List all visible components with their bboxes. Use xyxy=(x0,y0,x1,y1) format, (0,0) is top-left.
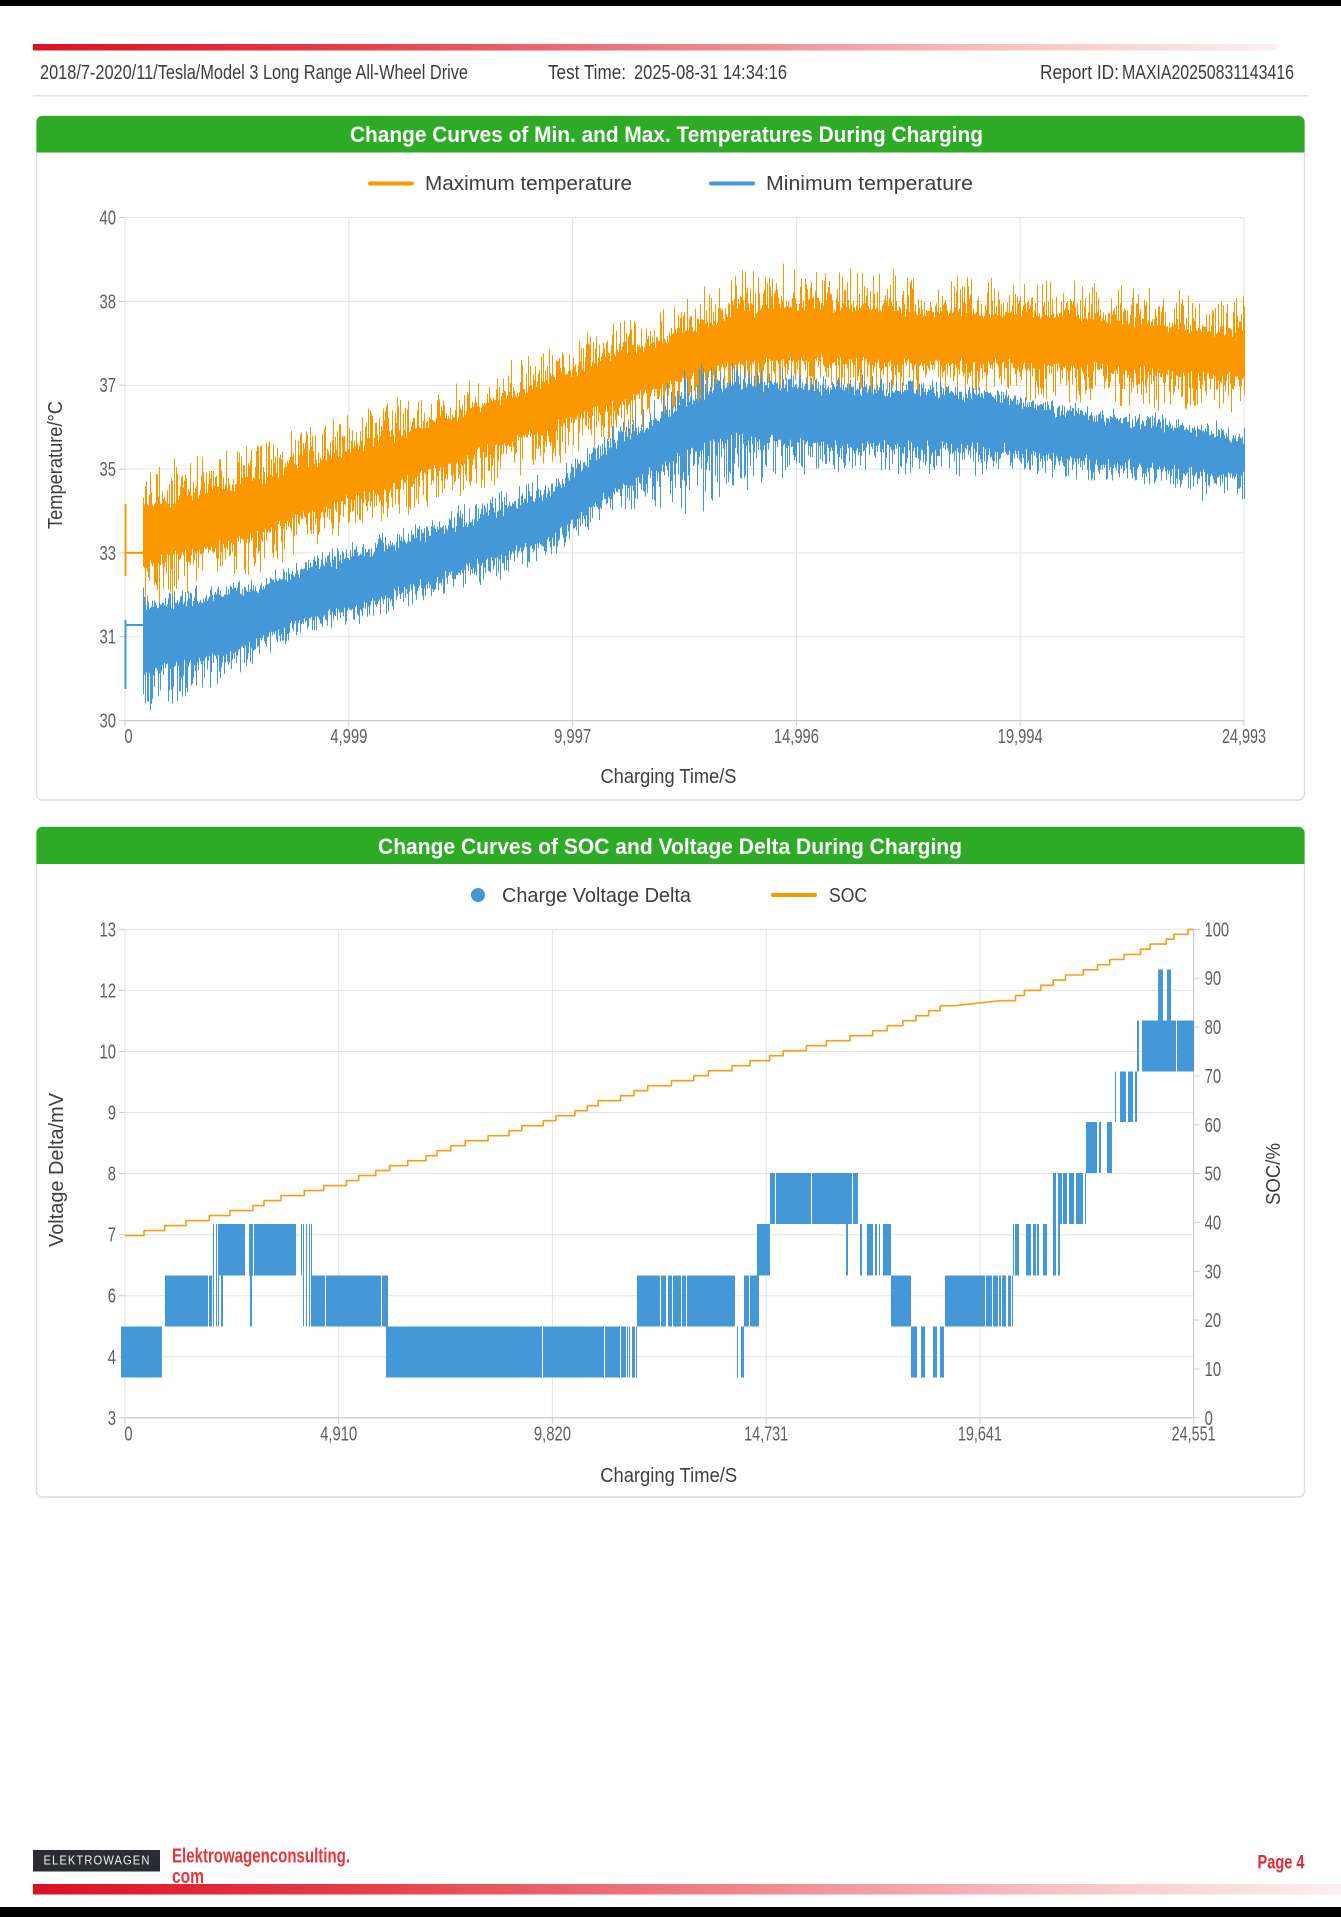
svg-text:30: 30 xyxy=(100,711,117,733)
svg-text:Minimum temperature: Minimum temperature xyxy=(766,173,973,195)
svg-text:90: 90 xyxy=(1205,968,1222,990)
svg-text:37: 37 xyxy=(100,375,117,397)
svg-text:SOC/%: SOC/% xyxy=(1263,1143,1285,1205)
svg-text:40: 40 xyxy=(1205,1212,1222,1234)
svg-text:Change Curves of Min. and Max.: Change Curves of Min. and Max. Temperatu… xyxy=(350,122,983,147)
svg-text:30: 30 xyxy=(1205,1261,1222,1283)
svg-text:12: 12 xyxy=(100,980,117,1002)
svg-text:9,820: 9,820 xyxy=(534,1423,571,1445)
svg-text:MAXIA20250831143416: MAXIA20250831143416 xyxy=(1122,62,1294,84)
svg-text:Page 4: Page 4 xyxy=(1258,1853,1305,1874)
svg-text:Voltage Delta/mV: Voltage Delta/mV xyxy=(46,1092,68,1247)
svg-text:Charging Time/S: Charging Time/S xyxy=(601,766,737,788)
svg-text:2025-08-31 14:34:16: 2025-08-31 14:34:16 xyxy=(634,62,787,84)
svg-text:9: 9 xyxy=(108,1103,116,1125)
svg-text:13: 13 xyxy=(100,919,117,941)
svg-text:38: 38 xyxy=(100,291,117,313)
svg-text:4: 4 xyxy=(108,1347,116,1369)
svg-text:8: 8 xyxy=(108,1164,116,1186)
svg-text:70: 70 xyxy=(1205,1066,1222,1088)
svg-text:ELEKTROWAGEN: ELEKTROWAGEN xyxy=(44,1853,151,1868)
svg-text:19,994: 19,994 xyxy=(998,726,1043,748)
svg-text:Charging Time/S: Charging Time/S xyxy=(600,1465,737,1487)
svg-text:2018/7-2020/11/Tesla/Model 3 L: 2018/7-2020/11/Tesla/Model 3 Long Range … xyxy=(40,62,468,84)
svg-text:0: 0 xyxy=(1205,1408,1213,1430)
svg-text:4,910: 4,910 xyxy=(320,1423,357,1445)
svg-text:33: 33 xyxy=(100,543,117,565)
svg-text:Temperature/°C: Temperature/°C xyxy=(45,401,67,529)
svg-text:Elektrowagenconsulting.: Elektrowagenconsulting. xyxy=(172,1846,350,1868)
svg-text:Maximum temperature: Maximum temperature xyxy=(425,173,632,195)
svg-text:Test Time:: Test Time: xyxy=(548,62,626,84)
svg-text:19,641: 19,641 xyxy=(958,1423,1002,1445)
svg-text:7: 7 xyxy=(108,1225,116,1247)
svg-text:40: 40 xyxy=(100,208,117,230)
svg-text:3: 3 xyxy=(108,1408,116,1430)
svg-text:100: 100 xyxy=(1205,919,1230,941)
svg-text:4,999: 4,999 xyxy=(330,726,367,748)
svg-text:20: 20 xyxy=(1205,1310,1222,1332)
svg-text:Change Curves of SOC and Volta: Change Curves of SOC and Voltage Delta D… xyxy=(378,834,962,859)
svg-text:Report ID:: Report ID: xyxy=(1040,62,1119,84)
svg-text:0: 0 xyxy=(124,726,132,748)
svg-text:80: 80 xyxy=(1205,1017,1222,1039)
svg-text:14,996: 14,996 xyxy=(774,726,819,748)
svg-text:24,551: 24,551 xyxy=(1172,1423,1216,1445)
svg-text:60: 60 xyxy=(1205,1115,1222,1137)
svg-text:9,997: 9,997 xyxy=(554,726,591,748)
svg-text:14,731: 14,731 xyxy=(744,1423,788,1445)
svg-text:6: 6 xyxy=(108,1286,116,1308)
svg-text:SOC: SOC xyxy=(829,885,867,907)
svg-text:Charge Voltage Delta: Charge Voltage Delta xyxy=(502,885,692,907)
svg-text:com: com xyxy=(172,1866,204,1888)
svg-text:10: 10 xyxy=(1205,1359,1222,1381)
svg-text:35: 35 xyxy=(100,459,117,481)
svg-text:50: 50 xyxy=(1205,1164,1222,1186)
svg-text:10: 10 xyxy=(100,1042,117,1064)
svg-text:0: 0 xyxy=(124,1423,132,1445)
svg-text:24,993: 24,993 xyxy=(1222,726,1266,748)
svg-text:31: 31 xyxy=(100,627,117,649)
